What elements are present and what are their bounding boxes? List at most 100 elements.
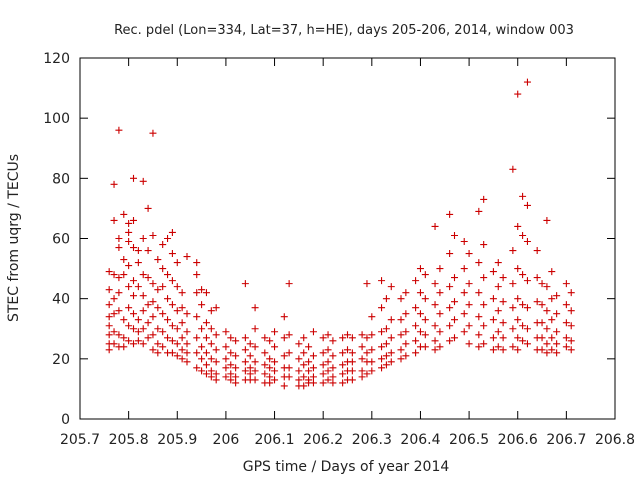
data-point bbox=[125, 322, 133, 330]
data-point bbox=[562, 301, 570, 309]
y-tick-label: 60 bbox=[52, 232, 70, 248]
data-point bbox=[309, 328, 317, 336]
data-point bbox=[324, 358, 332, 366]
data-point bbox=[251, 358, 259, 366]
data-point bbox=[436, 289, 444, 297]
x-tick-label: 205.8 bbox=[109, 432, 149, 448]
data-point bbox=[164, 334, 172, 342]
data-point bbox=[402, 328, 410, 336]
data-point bbox=[130, 174, 137, 182]
data-point bbox=[514, 265, 522, 273]
data-point bbox=[567, 346, 575, 354]
data-point bbox=[227, 361, 235, 369]
data-point bbox=[324, 367, 332, 375]
data-point bbox=[378, 364, 386, 372]
data-point bbox=[523, 340, 531, 348]
x-tick-label: 206.5 bbox=[449, 432, 489, 448]
data-point bbox=[475, 259, 483, 267]
data-point bbox=[168, 301, 176, 309]
x-axis: 205.7 205.8 205.9 206 206.1 206.2 206.3 206.4 20… bbox=[60, 58, 635, 448]
data-point bbox=[173, 352, 181, 360]
data-point bbox=[198, 325, 206, 333]
data-point bbox=[451, 298, 458, 306]
data-point bbox=[368, 346, 376, 354]
data-point bbox=[339, 361, 347, 369]
data-point bbox=[130, 325, 137, 333]
data-point bbox=[183, 253, 191, 261]
data-point bbox=[305, 343, 313, 351]
data-point bbox=[130, 277, 137, 285]
data-point bbox=[120, 316, 128, 324]
data-point bbox=[212, 376, 220, 384]
data-point bbox=[431, 322, 439, 330]
data-point bbox=[339, 349, 347, 357]
data-point bbox=[309, 352, 317, 360]
data-point bbox=[193, 289, 201, 297]
data-point bbox=[348, 358, 356, 366]
data-point bbox=[222, 355, 230, 363]
data-point bbox=[514, 334, 522, 342]
data-point bbox=[421, 343, 429, 351]
data-point bbox=[300, 373, 308, 381]
chart-title: Rec. pdel (Lon=334, Lat=37, h=HE), days … bbox=[114, 23, 574, 38]
data-point bbox=[105, 286, 113, 294]
data-point bbox=[125, 238, 133, 246]
data-point bbox=[168, 277, 176, 285]
data-point bbox=[202, 334, 210, 342]
data-point bbox=[178, 304, 186, 312]
data-point bbox=[378, 328, 386, 336]
data-point bbox=[222, 328, 230, 336]
data-point bbox=[382, 361, 390, 369]
data-point bbox=[261, 334, 269, 342]
data-point bbox=[548, 334, 556, 342]
data-point bbox=[168, 349, 176, 357]
data-point bbox=[271, 343, 279, 351]
data-point bbox=[222, 364, 230, 372]
data-point bbox=[416, 328, 424, 336]
data-point bbox=[241, 334, 249, 342]
x-tick-label: 206.7 bbox=[546, 432, 586, 448]
data-point bbox=[134, 316, 142, 324]
y-axis-label: STEC from uqrg / TECUs bbox=[6, 154, 22, 322]
data-point bbox=[193, 334, 201, 342]
data-point bbox=[198, 286, 206, 294]
data-point bbox=[523, 201, 531, 209]
data-point bbox=[149, 280, 157, 288]
data-point bbox=[519, 192, 527, 200]
data-point bbox=[241, 280, 249, 288]
data-point bbox=[105, 331, 113, 339]
data-point bbox=[246, 364, 254, 372]
y-tick-label: 0 bbox=[61, 412, 70, 428]
data-point bbox=[280, 382, 288, 390]
data-point bbox=[548, 295, 556, 303]
data-point bbox=[295, 367, 303, 375]
data-point bbox=[173, 340, 181, 348]
data-point bbox=[232, 364, 240, 372]
data-point bbox=[178, 334, 186, 342]
data-point bbox=[465, 280, 473, 288]
data-point bbox=[159, 328, 167, 336]
data-point bbox=[329, 373, 337, 381]
data-point bbox=[309, 373, 317, 381]
data-point bbox=[412, 349, 420, 357]
y-axis: 0 20 40 60 80 100 120 bbox=[43, 51, 615, 428]
data-point bbox=[548, 268, 556, 276]
data-point bbox=[339, 370, 347, 378]
data-point bbox=[212, 358, 220, 366]
data-point bbox=[246, 340, 254, 348]
data-point bbox=[494, 259, 502, 267]
data-point bbox=[159, 265, 167, 273]
data-point bbox=[300, 334, 308, 342]
data-point bbox=[173, 259, 181, 267]
data-point bbox=[183, 310, 191, 318]
x-tick-label: 205.7 bbox=[60, 432, 100, 448]
data-point bbox=[105, 313, 113, 321]
data-point bbox=[460, 328, 468, 336]
data-point bbox=[514, 316, 522, 324]
data-point bbox=[397, 295, 405, 303]
y-tick-label: 80 bbox=[52, 171, 70, 187]
data-point bbox=[110, 271, 118, 279]
data-point bbox=[499, 346, 507, 354]
data-point bbox=[227, 376, 235, 384]
